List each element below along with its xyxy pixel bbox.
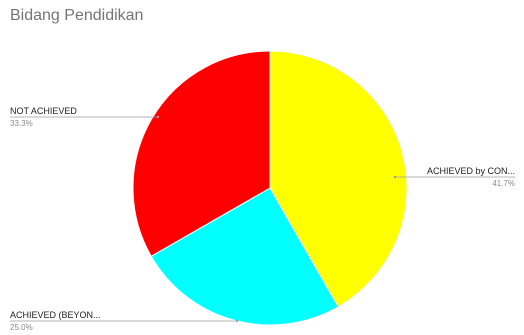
slice-label: NOT ACHIEVED	[10, 106, 77, 116]
slice-label-group-achieved-beyon: ACHIEVED (BEYON... 25.0%	[10, 310, 239, 332]
slice-percent: 33.3%	[10, 119, 33, 128]
leader-dot	[235, 319, 239, 323]
chart-title: Bidang Pendidikan	[10, 7, 144, 24]
slice-percent: 41.7%	[492, 179, 515, 188]
pie-labels: ACHIEVED by CON... 41.7% ACHIEVED (BEYON..…	[10, 106, 515, 332]
slice-label: ACHIEVED by CON...	[427, 166, 515, 176]
leader-dot	[393, 175, 397, 179]
slice-percent: 25.0%	[10, 323, 33, 332]
pie-slice-achieved-beyon	[150, 187, 339, 326]
pie-slice-not-achieved	[132, 50, 271, 257]
slice-label: ACHIEVED (BEYON...	[10, 310, 101, 320]
pie-slice-achieved-by-con	[269, 50, 408, 308]
pie-slices	[132, 50, 408, 326]
leader-dot	[156, 115, 160, 119]
slice-label-group-achieved-by-con: ACHIEVED by CON... 41.7%	[393, 166, 515, 188]
slice-label-group-not-achieved: NOT ACHIEVED 33.3%	[10, 106, 160, 128]
